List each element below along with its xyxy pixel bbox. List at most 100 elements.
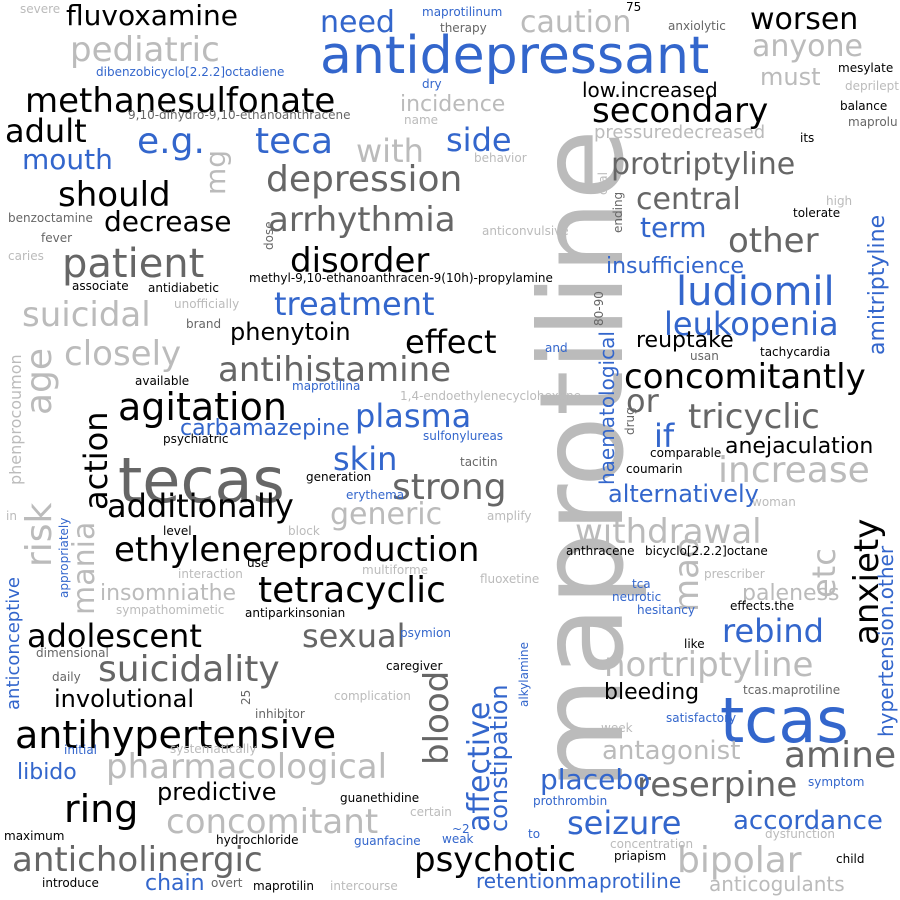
word-antidiabetic: antidiabetic — [148, 281, 219, 295]
word-overt: overt — [211, 876, 243, 890]
word-closely: closely — [64, 334, 182, 374]
word-rebind: rebind — [722, 612, 824, 650]
word-anticonceptive: anticonceptive — [3, 577, 24, 710]
word-treatment: treatment — [274, 285, 435, 323]
word-antidepressant: antidepressant — [320, 26, 710, 86]
word-1-4-endoethylenecyclohexane: 1,4-endoethylenecyclohexane — [400, 389, 582, 403]
word-appropriately: appropriately — [57, 517, 71, 598]
word-tecas: tecas — [118, 444, 285, 517]
word-week: week — [601, 721, 633, 735]
word-and: and — [545, 341, 568, 355]
word-hydrochloride: hydrochloride — [216, 833, 299, 847]
word-dibenzobicyclo-2-2-2-octadiene: dibenzobicyclo[2.2.2]octadiene — [96, 65, 285, 79]
word-satisfactory: satisfactory — [666, 711, 737, 725]
word-maprotilina: maprotilina — [292, 379, 361, 393]
word-fluoxetine: fluoxetine — [480, 572, 540, 586]
word-2: ~2 — [452, 822, 470, 836]
word-high: high — [826, 194, 853, 208]
word-pharmacological: pharmacological — [106, 747, 388, 787]
word-oral: oral — [596, 172, 610, 195]
word-nortriptyline: nortriptyline — [604, 645, 814, 685]
word-child: child — [836, 852, 865, 866]
word-bicyclo-2-2-2-octane: bicyclo[2.2.2]octane — [645, 544, 768, 558]
word-neurotic: neurotic — [612, 590, 662, 604]
word-adult: adult — [5, 112, 87, 150]
word-antiparkinsonian: antiparkinsonian — [245, 606, 346, 620]
word-name: name — [404, 113, 439, 127]
word-antagonist: antagonist — [602, 736, 741, 766]
word-involutional: involutional — [54, 685, 194, 713]
word-behavior: behavior — [474, 151, 527, 165]
word-maprotilinum: maprotilinum — [422, 5, 503, 19]
word-insomniathe: insomniathe — [100, 581, 237, 606]
word-increase: increase — [718, 450, 870, 491]
word-risk: risk — [19, 502, 60, 567]
word-etc: etc — [805, 548, 843, 598]
word-ending: ending — [611, 191, 625, 233]
word-skin: skin — [333, 440, 398, 478]
word-dry: dry — [422, 77, 442, 91]
word-80-90: 80-90 — [592, 291, 606, 326]
word-bleeding: bleeding — [604, 680, 700, 705]
word-need: need — [320, 5, 395, 40]
word-anejaculation: anejaculation — [725, 434, 874, 459]
word-like: like — [684, 637, 705, 651]
word-therapy: therapy — [440, 21, 487, 35]
word-agitation: agitation — [118, 385, 287, 429]
word-libido: libido — [17, 760, 77, 785]
word-daily: daily — [52, 670, 81, 684]
word-usan: usan — [690, 349, 719, 363]
word-carbamazepine: carbamazepine — [180, 416, 350, 441]
word-in: in — [6, 509, 17, 523]
word-ring: ring — [64, 787, 139, 831]
word-mg: mg — [199, 149, 232, 195]
word-caries: caries — [8, 249, 44, 263]
word-haematological: haematological — [595, 331, 619, 485]
word-anthracene: anthracene — [566, 544, 635, 558]
word-mouth: mouth — [22, 143, 113, 176]
word-decrease: decrease — [104, 205, 232, 238]
word-anticholinergic: anticholinergic — [12, 840, 263, 880]
word-suicidal: suicidal — [22, 295, 151, 335]
word-unofficially: unofficially — [174, 297, 240, 311]
word-tcas: tcas — [720, 684, 849, 757]
word-antihypertensive: antihypertensive — [15, 713, 337, 757]
word-paleness: paleness — [742, 581, 840, 606]
word-dysfunction: dysfunction — [765, 827, 835, 841]
word-tachycardia: tachycardia — [760, 345, 831, 359]
word-anxiolytic: anxiolytic — [668, 19, 726, 33]
word-adolescent: adolescent — [27, 617, 202, 655]
word-tca: tca — [632, 577, 651, 591]
word-mesylate: mesylate — [838, 61, 894, 75]
word-leukopenia: leukopenia — [664, 305, 839, 343]
word-available: available — [135, 374, 190, 388]
word-anticonvulsive: anticonvulsive — [482, 224, 569, 238]
word-generation: generation — [306, 470, 372, 484]
word-erythema: erythema — [346, 488, 405, 502]
word-block: block — [288, 524, 320, 538]
word-woman: woman — [752, 495, 796, 509]
word-introduce: introduce — [42, 876, 99, 890]
word-ethylenereproduction: ethylenereproduction — [114, 530, 480, 570]
word-blood: blood — [417, 670, 457, 765]
word-with: with — [356, 132, 424, 170]
word-antihistamine: antihistamine — [218, 350, 452, 390]
word-anyone: anyone — [752, 29, 863, 64]
word-generic: generic — [330, 497, 443, 532]
word-benzoctamine: benzoctamine — [8, 211, 93, 225]
word-alternatively: alternatively — [608, 480, 759, 508]
word-amitriptyline: amitriptyline — [865, 214, 890, 355]
word-mania: mania — [67, 521, 102, 615]
word-protriptyline: protriptyline — [611, 147, 796, 182]
word-other: other — [728, 221, 819, 261]
word-dimensional: dimensional — [36, 646, 109, 660]
word-to: to — [528, 827, 541, 841]
word-amine: amine — [784, 735, 897, 776]
word-inhibitor: inhibitor — [255, 707, 305, 721]
word-strong: strong — [392, 467, 507, 508]
word-additionally: additionally — [107, 487, 294, 525]
word-dose: dose — [262, 221, 276, 250]
word-tricyclic: tricyclic — [688, 397, 820, 437]
word-pediatric: pediatric — [70, 30, 220, 70]
word-action: action — [77, 411, 115, 511]
